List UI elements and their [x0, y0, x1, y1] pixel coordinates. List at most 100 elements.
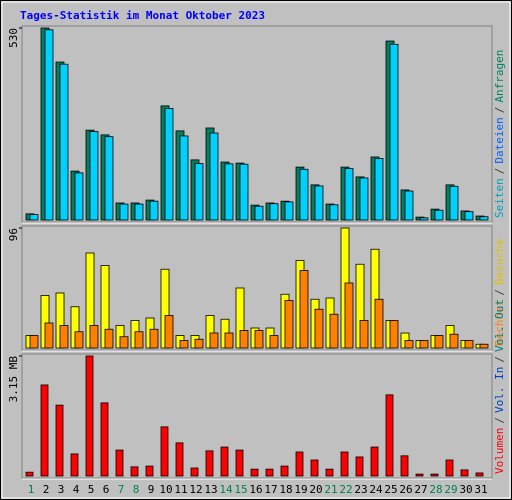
bar [235, 449, 244, 477]
bar [70, 453, 79, 477]
bar [175, 442, 184, 477]
x-tick-label: 30 [459, 483, 472, 496]
x-tick-label: 22 [339, 483, 352, 496]
legend: Seiten / Dateien / Anfragen [493, 50, 506, 218]
x-tick-label: 3 [58, 483, 65, 496]
bar [479, 216, 489, 221]
bar [464, 340, 474, 349]
x-tick-label: 15 [234, 483, 247, 496]
bar [434, 209, 444, 221]
legend-label: Dateien [493, 117, 506, 163]
bar [164, 315, 174, 349]
bar [29, 214, 39, 221]
bar [280, 465, 289, 477]
bar [59, 325, 69, 349]
bar [385, 394, 394, 477]
bar [160, 426, 169, 477]
bar [299, 168, 309, 221]
legend-label: Volumen [493, 428, 506, 474]
bar [460, 469, 469, 477]
panel [21, 225, 493, 351]
x-tick-label: 9 [148, 483, 155, 496]
x-tick-label: 28 [429, 483, 442, 496]
legend-label: Anfragen [493, 50, 506, 103]
bar [359, 320, 369, 349]
chart-title: Tages-Statistik im Monat Oktober 2023 [20, 9, 265, 22]
bar [74, 172, 84, 221]
bar [134, 331, 144, 349]
bar [374, 298, 384, 349]
bar [389, 320, 399, 349]
bar [250, 468, 259, 477]
x-tick-label: 8 [133, 483, 140, 496]
bar [370, 446, 379, 477]
x-tick-label: 16 [249, 483, 262, 496]
bar [85, 355, 94, 477]
x-tick-label: 17 [264, 483, 277, 496]
bar [475, 472, 484, 477]
legend-label: Besuche [493, 239, 506, 285]
x-tick-label: 29 [444, 483, 457, 496]
bar [209, 332, 219, 349]
bar [190, 467, 199, 477]
bar [29, 335, 39, 349]
bar [269, 335, 279, 349]
x-tick-label: 4 [73, 483, 80, 496]
bar [340, 451, 349, 477]
x-tick-label: 20 [309, 483, 322, 496]
bar [254, 330, 264, 349]
bar [100, 402, 109, 477]
bar [479, 343, 489, 349]
bar [344, 168, 354, 221]
bar [119, 336, 129, 349]
bar [329, 313, 339, 349]
bar [44, 29, 54, 221]
bar [74, 331, 84, 349]
x-tick-label: 24 [369, 483, 383, 496]
bar [40, 384, 49, 477]
bar [119, 203, 129, 221]
bar [89, 131, 99, 221]
bar [130, 466, 139, 477]
bar [265, 468, 274, 477]
bar [179, 340, 189, 349]
bar [299, 270, 309, 349]
bar [239, 330, 249, 349]
bar [404, 190, 414, 221]
x-tick-label: 27 [414, 483, 427, 496]
bar [404, 340, 414, 349]
bar [194, 163, 204, 221]
y-tick-label: 530 [7, 28, 20, 48]
legend-separator: / [493, 417, 506, 424]
bar [269, 203, 279, 221]
bar [149, 328, 159, 349]
bar [325, 468, 334, 477]
x-tick-label: 6 [103, 483, 110, 496]
bar [389, 43, 399, 221]
bar [314, 185, 324, 221]
bar [284, 201, 294, 221]
bar [464, 211, 474, 221]
legend-separator: / [493, 107, 506, 114]
bar [239, 163, 249, 221]
y-tick-label: 3.15 MB [7, 356, 20, 403]
legend: Rechner / Besuche [493, 239, 506, 346]
bar [145, 465, 154, 477]
bar [359, 177, 369, 221]
bar [434, 335, 444, 349]
x-tick-label: 21 [324, 483, 337, 496]
bar [355, 456, 364, 477]
bar [44, 322, 54, 349]
bar [224, 332, 234, 349]
x-tick-label: 10 [159, 483, 172, 496]
bar [329, 204, 339, 221]
legend-label: Vol. In [493, 367, 506, 413]
bar [374, 158, 384, 221]
bar [164, 108, 174, 221]
legend-separator: / [493, 289, 506, 296]
bar [310, 459, 319, 477]
bar [220, 446, 229, 477]
x-tick-label: 5 [88, 483, 95, 496]
x-tick-label: 13 [204, 483, 217, 496]
